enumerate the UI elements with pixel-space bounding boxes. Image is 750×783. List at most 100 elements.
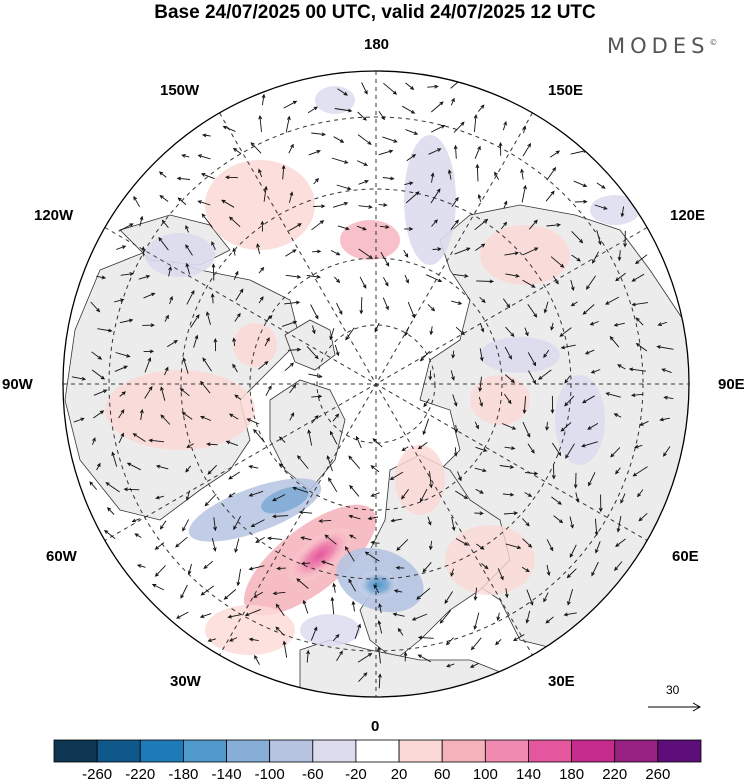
wind-vector-arrow [569,516,574,529]
wind-vector-arrow [475,163,480,182]
wind-vector-arrow [93,389,108,396]
wind-vector-arrow [283,100,298,109]
wind-vector-arrow [285,115,291,133]
wind-vector-arrow [200,380,211,394]
wind-vector-arrow [546,223,562,227]
wind-vector-arrow [382,136,398,143]
wind-vector-arrow [197,154,211,160]
wind-vector-arrow [260,220,265,232]
wind-vector-arrow [311,325,316,335]
wind-vector-arrow [524,492,533,497]
wind-vector-arrow [411,613,428,621]
wind-vector-arrow [478,396,484,408]
wind-vector-arrow [444,591,453,604]
colorbar-swatch [96,739,141,763]
wind-vector-arrow [431,219,438,227]
colorbar-label: 260 [645,766,671,783]
wind-vector-arrow [422,562,432,573]
anomaly-patch [205,605,295,655]
wind-vector-arrow [479,296,486,303]
wind-vector-arrow [397,627,404,636]
wind-vector-arrow [93,410,105,419]
wind-vector-arrow [550,256,565,268]
wind-vector-arrow [522,279,536,288]
brand-logo: MODES© [607,34,717,58]
wind-vector-arrow [370,540,380,545]
colorbar-swatch [657,739,702,763]
wind-vector-arrow [567,588,574,606]
wind-vector-arrow [311,394,323,399]
wind-vector-arrow [289,412,295,421]
wind-vector-arrow [521,518,530,527]
wind-vector-arrow [439,610,452,624]
wind-vector-arrow [202,357,212,372]
wind-vector-arrow [378,203,388,207]
wind-vector-arrow [357,134,372,145]
wind-vector-arrow [404,274,409,284]
wind-vector-arrow [476,543,485,550]
wind-vector-arrow [549,150,561,158]
wind-vector-arrow [428,370,433,381]
wind-vector-arrow [306,649,310,663]
wind-vector-arrow [185,465,192,473]
wind-vector-arrow [504,446,516,451]
wind-vector-arrow [405,82,415,91]
wind-vector-arrow [176,611,189,619]
colorbar-label: -260 [82,766,113,783]
wind-vector-arrow [451,300,463,305]
wind-vector-arrow [357,111,367,121]
map-field [63,71,689,697]
wind-vector-arrow [450,568,455,577]
wind-vector-arrow [574,199,588,204]
wind-vector-arrow [278,463,286,469]
wind-vector-arrow [370,492,380,497]
anomaly-patch [480,337,560,373]
lon-label-60e: 60E [672,548,699,565]
wind-vector-arrow [586,275,596,290]
lon-label-150e: 150E [548,82,584,99]
wind-vector-arrow [377,646,381,664]
wind-vector-arrow [550,395,555,414]
wind-vector-arrow [453,121,465,133]
wind-vector-arrow [211,263,216,281]
wind-vector-arrow [285,249,297,257]
wind-vector-arrow [336,650,343,662]
wind-vector-arrow [513,634,525,642]
wind-vector-arrow [337,88,348,96]
wind-vector-arrow [200,415,212,421]
wind-vector-arrow [168,266,172,277]
wind-vector-arrow [203,560,214,570]
wind-vector-arrow [141,246,146,257]
wind-vector-arrow [358,180,369,185]
wind-vector-arrow [476,279,495,284]
lon-label-30e: 30E [548,673,575,690]
wind-vector-arrow [288,143,294,154]
wind-vector-arrow [545,616,554,624]
lon-label-0: 0 [371,718,380,735]
wind-vector-arrow [661,368,672,374]
wind-vector-arrow [284,362,295,372]
wind-vector-arrow [637,489,644,498]
wind-vector-arrow [355,435,362,449]
wind-vector-arrow [148,438,165,443]
wind-vector-arrow [234,312,241,322]
anomaly-patch [404,135,456,265]
colorbar-label: 20 [390,766,408,783]
wind-vector-arrow [659,417,670,422]
wind-vector-arrow [505,273,520,278]
wind-vector-arrow [258,266,265,274]
wind-vector-arrow [584,349,595,355]
wind-vector-arrow [404,181,414,186]
wind-vector-arrow [133,195,140,208]
wind-vector-arrow [470,637,482,651]
colorbar-swatch [614,739,659,763]
colorbar-swatch [226,739,271,763]
wind-vector-arrow [358,205,373,209]
lon-label-90e: 90E [718,376,745,393]
wind-vector-arrow [272,591,286,596]
wind-vector-arrow [613,413,622,418]
wind-vector-arrow [160,414,171,425]
wind-vector-arrow [475,446,488,452]
wind-vector-arrow [359,276,367,289]
wind-vector-arrow [401,446,409,452]
